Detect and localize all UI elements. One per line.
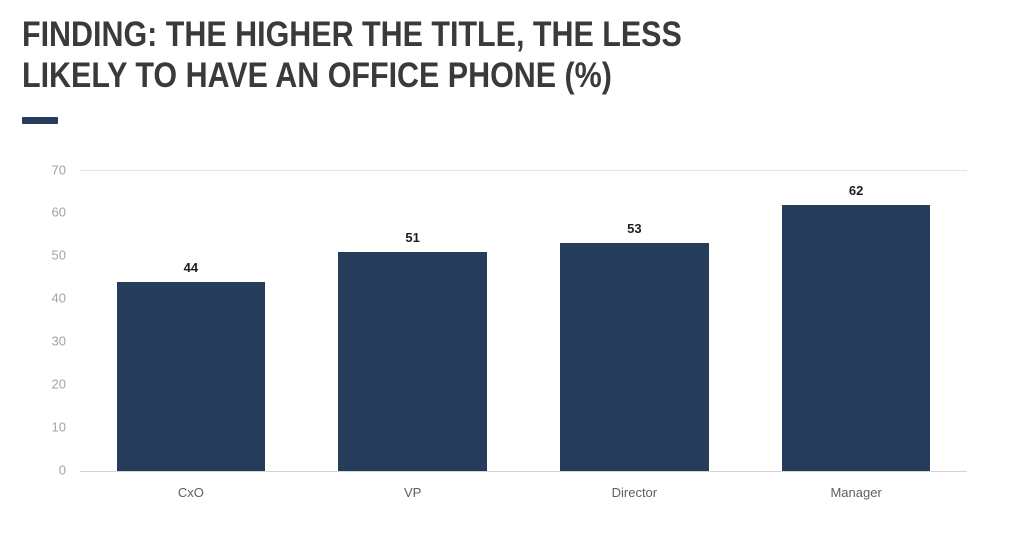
bar-slot: 51 bbox=[302, 171, 524, 471]
y-tick-label: 40 bbox=[51, 290, 66, 306]
title-accent-bar bbox=[22, 116, 58, 124]
bar-manager bbox=[781, 204, 931, 471]
y-tick-label: 0 bbox=[58, 462, 66, 478]
bar-slot: 44 bbox=[80, 171, 302, 471]
x-axis-labels: CxO VP Director Manager bbox=[80, 472, 967, 500]
y-axis: 0 10 20 30 40 50 60 70 bbox=[22, 162, 80, 477]
y-tick-label: 70 bbox=[51, 162, 66, 178]
bar-vp bbox=[338, 252, 487, 471]
bar-value-label: 62 bbox=[848, 182, 864, 198]
bar-slot: 53 bbox=[524, 171, 746, 471]
x-category-label: VP bbox=[403, 484, 422, 500]
y-tick-label: 60 bbox=[51, 204, 66, 220]
bars-container: 44 51 53 62 bbox=[80, 171, 967, 471]
plot-area: 44 51 53 62 bbox=[80, 169, 967, 472]
bar-value-label: 53 bbox=[627, 221, 642, 237]
y-tick-label: 50 bbox=[51, 247, 66, 263]
bar-value-label: 44 bbox=[183, 260, 199, 276]
x-category-label: CxO bbox=[177, 484, 204, 500]
y-tick-label: 30 bbox=[51, 333, 66, 349]
bar-slot: 62 bbox=[745, 171, 967, 471]
y-tick-label: 10 bbox=[51, 419, 66, 435]
bar-value-label: 51 bbox=[405, 230, 420, 246]
y-tick-label: 20 bbox=[51, 376, 66, 392]
x-category-label: Director bbox=[611, 484, 658, 500]
bar-cxo bbox=[116, 282, 266, 471]
x-category-label: Manager bbox=[830, 484, 882, 500]
chart-title: FINDING: THE HIGHER THE TITLE, THE LESS … bbox=[22, 15, 682, 96]
bar-chart: 0 10 20 30 40 50 60 70 44 51 53 62 bbox=[22, 162, 991, 477]
bar-director bbox=[560, 243, 709, 471]
